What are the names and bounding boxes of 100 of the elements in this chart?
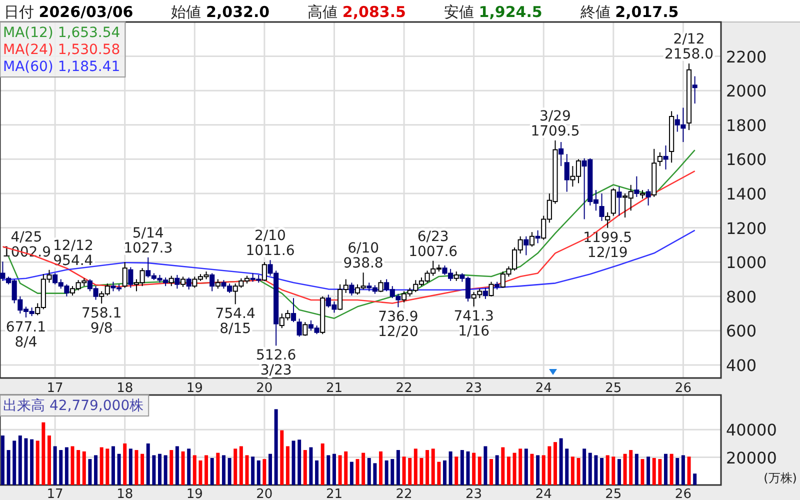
bar (134, 450, 138, 485)
bar (448, 451, 452, 485)
bar (484, 446, 488, 485)
y-tick-label: 20000 (726, 448, 777, 468)
bar (106, 448, 110, 485)
bar (192, 455, 196, 485)
candlestick (454, 271, 459, 282)
text: 高値 2,083.5 (308, 3, 406, 21)
bar (530, 454, 534, 485)
annotation: 758.1 9/8 (82, 306, 122, 337)
candlestick (692, 76, 698, 104)
bar (559, 438, 563, 485)
y-tick-label: 1400 (726, 184, 767, 204)
bar (384, 460, 388, 485)
bar (664, 454, 668, 485)
bar (326, 455, 330, 485)
bar (76, 450, 80, 485)
bar (146, 443, 150, 485)
bar (36, 440, 40, 485)
bar (30, 439, 34, 485)
bar (256, 460, 260, 485)
bar (24, 438, 28, 485)
bar (309, 447, 313, 485)
candlestick (349, 282, 354, 296)
text: 安値 1,924.5 (444, 3, 542, 21)
bar (128, 448, 132, 485)
annotation: 677.1 8/4 (6, 319, 46, 350)
candlestick (482, 287, 488, 300)
annotation: 741.3 1/16 (454, 308, 494, 340)
candlestick (634, 176, 640, 198)
annotation: 6/23 1007.6 (408, 228, 458, 260)
bar (6, 450, 10, 485)
bar (524, 448, 528, 485)
text: 日付 2026/03/06 (4, 3, 134, 21)
bar (606, 455, 610, 485)
x-tick-label: 20 (256, 381, 273, 396)
bar (239, 446, 243, 485)
candlestick (174, 274, 180, 290)
bar (48, 436, 51, 485)
bar (204, 455, 208, 485)
bar (373, 463, 377, 485)
bar (518, 448, 522, 485)
bar (402, 456, 406, 485)
bar (396, 450, 400, 485)
bar (164, 455, 168, 485)
annotation: 3/29 1709.5 (530, 108, 580, 140)
bar (693, 474, 697, 485)
text: 終値 2,017.5 (579, 3, 679, 21)
bar (646, 456, 650, 485)
bar (158, 454, 162, 485)
x-tick-label: 24 (535, 487, 552, 500)
candlestick (215, 278, 220, 290)
bar (0, 436, 4, 485)
bar (18, 436, 22, 485)
x-tick-label: 18 (116, 381, 134, 396)
bar (390, 459, 394, 485)
y-tick-label: 2000 (726, 82, 767, 101)
bar (478, 456, 482, 485)
bar (70, 446, 74, 485)
bar (274, 409, 278, 485)
x-tick-label: 23 (466, 381, 482, 396)
bar (187, 448, 191, 485)
x-tick-label: 21 (326, 381, 343, 396)
candlestick (168, 275, 174, 287)
x-tick-label: 20 (256, 487, 273, 500)
bar (64, 447, 68, 485)
text: MA(24) 1,530.58 (3, 42, 120, 58)
bar (576, 458, 580, 485)
x-tick-label: 19 (186, 381, 203, 396)
bar (216, 452, 220, 485)
x-tick-label: 23 (466, 487, 482, 500)
annotation: 1199.5 12/19 (583, 230, 632, 261)
y-tick-label: 2200 (726, 47, 767, 66)
bar (472, 452, 476, 485)
bar (553, 442, 557, 485)
candlestick (290, 298, 296, 323)
bar (454, 456, 458, 485)
bar (303, 450, 307, 485)
bar (687, 456, 691, 485)
bar (408, 458, 412, 485)
x-tick-label: 26 (674, 381, 692, 396)
annotation: 512.6 3/23 (256, 348, 296, 379)
bar (181, 451, 185, 485)
x-tick-label: 25 (605, 381, 622, 396)
bar (222, 455, 226, 485)
bar (460, 450, 464, 485)
bar (350, 462, 354, 485)
candlestick (524, 236, 529, 256)
bar (42, 422, 46, 485)
bar (344, 451, 348, 485)
y-tick-label: 1200 (726, 218, 767, 238)
bar (228, 458, 232, 485)
bar (245, 455, 249, 485)
bar (152, 455, 156, 485)
bar (634, 454, 638, 485)
bar (320, 443, 324, 485)
annotation: 736.9 12/20 (378, 309, 418, 340)
bar (59, 450, 63, 485)
bar (315, 460, 319, 485)
candlestick (657, 152, 662, 167)
